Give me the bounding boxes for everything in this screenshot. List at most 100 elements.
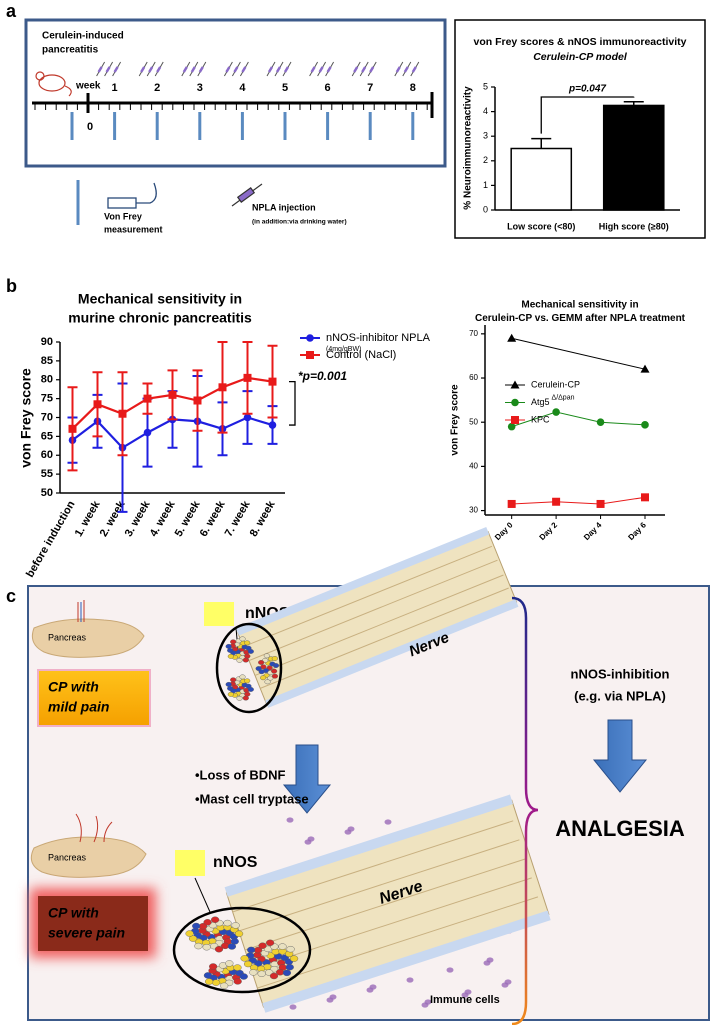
immune-cell bbox=[307, 836, 315, 842]
marker bbox=[168, 390, 177, 399]
fiber bbox=[244, 653, 251, 659]
marker bbox=[596, 418, 605, 427]
fiber bbox=[269, 972, 279, 980]
syringe-body bbox=[267, 66, 274, 73]
fiber bbox=[225, 643, 232, 649]
series-line bbox=[511, 337, 646, 370]
fiber bbox=[236, 695, 243, 701]
fiber bbox=[185, 930, 194, 937]
fiber bbox=[231, 922, 240, 929]
immune-cell bbox=[329, 994, 337, 1000]
legend-label: nNOS-inhibitor NPLA bbox=[326, 332, 431, 344]
chart-title: Mechanical sensitivity in bbox=[78, 291, 242, 307]
severe-pain-text: severe pain bbox=[48, 925, 125, 941]
chart-title: Cerulein-CP vs. GEMM after NPLA treatmen… bbox=[475, 313, 686, 324]
fiber bbox=[264, 679, 271, 685]
significance-bracket bbox=[289, 380, 296, 426]
fiber bbox=[249, 969, 258, 976]
fiber bbox=[244, 691, 251, 697]
syringe-body bbox=[190, 66, 196, 73]
x-tick-label: Day 6 bbox=[626, 520, 648, 542]
legend-text: NPLA injection bbox=[252, 202, 316, 212]
week-number: 1 bbox=[112, 82, 118, 94]
y-tick-label: 55 bbox=[41, 468, 53, 480]
y-tick-label: 30 bbox=[469, 506, 478, 515]
y-tick-label: 40 bbox=[469, 462, 478, 471]
syringe-body bbox=[275, 66, 282, 73]
chart-title: von Frey scores & nNOS immunoreactivity bbox=[474, 36, 687, 48]
fiber bbox=[271, 673, 279, 679]
fiber bbox=[202, 944, 211, 951]
y-tick-label: 90 bbox=[41, 336, 53, 348]
syringe-body bbox=[318, 66, 324, 73]
marker bbox=[641, 493, 649, 502]
fiber bbox=[211, 979, 221, 986]
fiber bbox=[257, 970, 266, 977]
immune-cell bbox=[464, 989, 472, 995]
mild-pain-box bbox=[37, 669, 151, 727]
syringe-body bbox=[198, 66, 204, 73]
legend-note: (in addition:via drinking water) bbox=[252, 219, 347, 226]
legend-marker bbox=[306, 351, 314, 359]
fiber bbox=[272, 663, 280, 668]
series-line bbox=[511, 496, 646, 505]
severe-pain-text: CP with bbox=[48, 905, 99, 921]
syringe-body bbox=[353, 66, 359, 73]
severe-pain-box bbox=[38, 896, 148, 951]
fiber bbox=[227, 691, 234, 697]
fiber bbox=[225, 681, 232, 687]
fiber bbox=[227, 943, 237, 950]
fiber bbox=[239, 674, 246, 680]
fiber bbox=[223, 919, 232, 927]
syringe-body bbox=[241, 66, 247, 73]
syringe-body bbox=[310, 66, 316, 73]
nnos-label: nNOS bbox=[213, 854, 258, 871]
fiber bbox=[244, 640, 251, 646]
immune-label: Immune cells bbox=[430, 994, 500, 1006]
error-bar bbox=[623, 101, 644, 106]
timeline-title: Cerulein-induced bbox=[42, 31, 124, 42]
y-tick-label: 60 bbox=[41, 449, 53, 461]
marker bbox=[507, 499, 516, 508]
pointer bbox=[194, 877, 211, 913]
legend-label: Cerulein-CP bbox=[531, 379, 580, 389]
y-axis-label: von Frey score bbox=[450, 384, 461, 456]
chart-title: murine chronic pancreatitis bbox=[68, 310, 252, 326]
fiber bbox=[243, 960, 253, 968]
fiber bbox=[209, 963, 218, 970]
fiber bbox=[244, 678, 251, 684]
fiber bbox=[278, 943, 287, 950]
annotation: p=0.047 bbox=[568, 84, 606, 95]
immune-cell bbox=[286, 817, 294, 823]
marker bbox=[118, 409, 127, 418]
marker bbox=[268, 377, 277, 386]
fiber bbox=[282, 969, 292, 977]
x-tick-label: High score (≥80) bbox=[599, 221, 669, 231]
y-tick-label: 5 bbox=[483, 81, 488, 91]
syringe-body bbox=[283, 66, 290, 73]
marker bbox=[193, 396, 202, 405]
week-number: 5 bbox=[282, 82, 288, 94]
marker bbox=[218, 383, 227, 392]
x-tick-label: 8. week bbox=[248, 498, 278, 539]
syringe-body bbox=[403, 66, 409, 73]
fiber bbox=[247, 649, 254, 654]
pancreas-label: Pancreas bbox=[48, 852, 87, 862]
von-frey-device bbox=[107, 182, 157, 209]
marker bbox=[596, 499, 605, 508]
y-tick-label: 70 bbox=[469, 329, 478, 338]
y-tick-label: 80 bbox=[41, 374, 53, 386]
syringe-body bbox=[140, 66, 146, 73]
fiber bbox=[220, 982, 229, 990]
marker bbox=[507, 333, 517, 342]
timeline-box bbox=[24, 18, 447, 168]
x-tick-label: Day 4 bbox=[582, 520, 604, 542]
syringe-body bbox=[395, 66, 401, 73]
fiber bbox=[242, 657, 249, 663]
legend-label: Control (NaCl) bbox=[326, 349, 396, 361]
fascicles bbox=[225, 636, 280, 701]
fiber bbox=[260, 675, 267, 681]
syringe-icon bbox=[231, 183, 263, 207]
pancreas-label: Pancreas bbox=[48, 632, 87, 642]
